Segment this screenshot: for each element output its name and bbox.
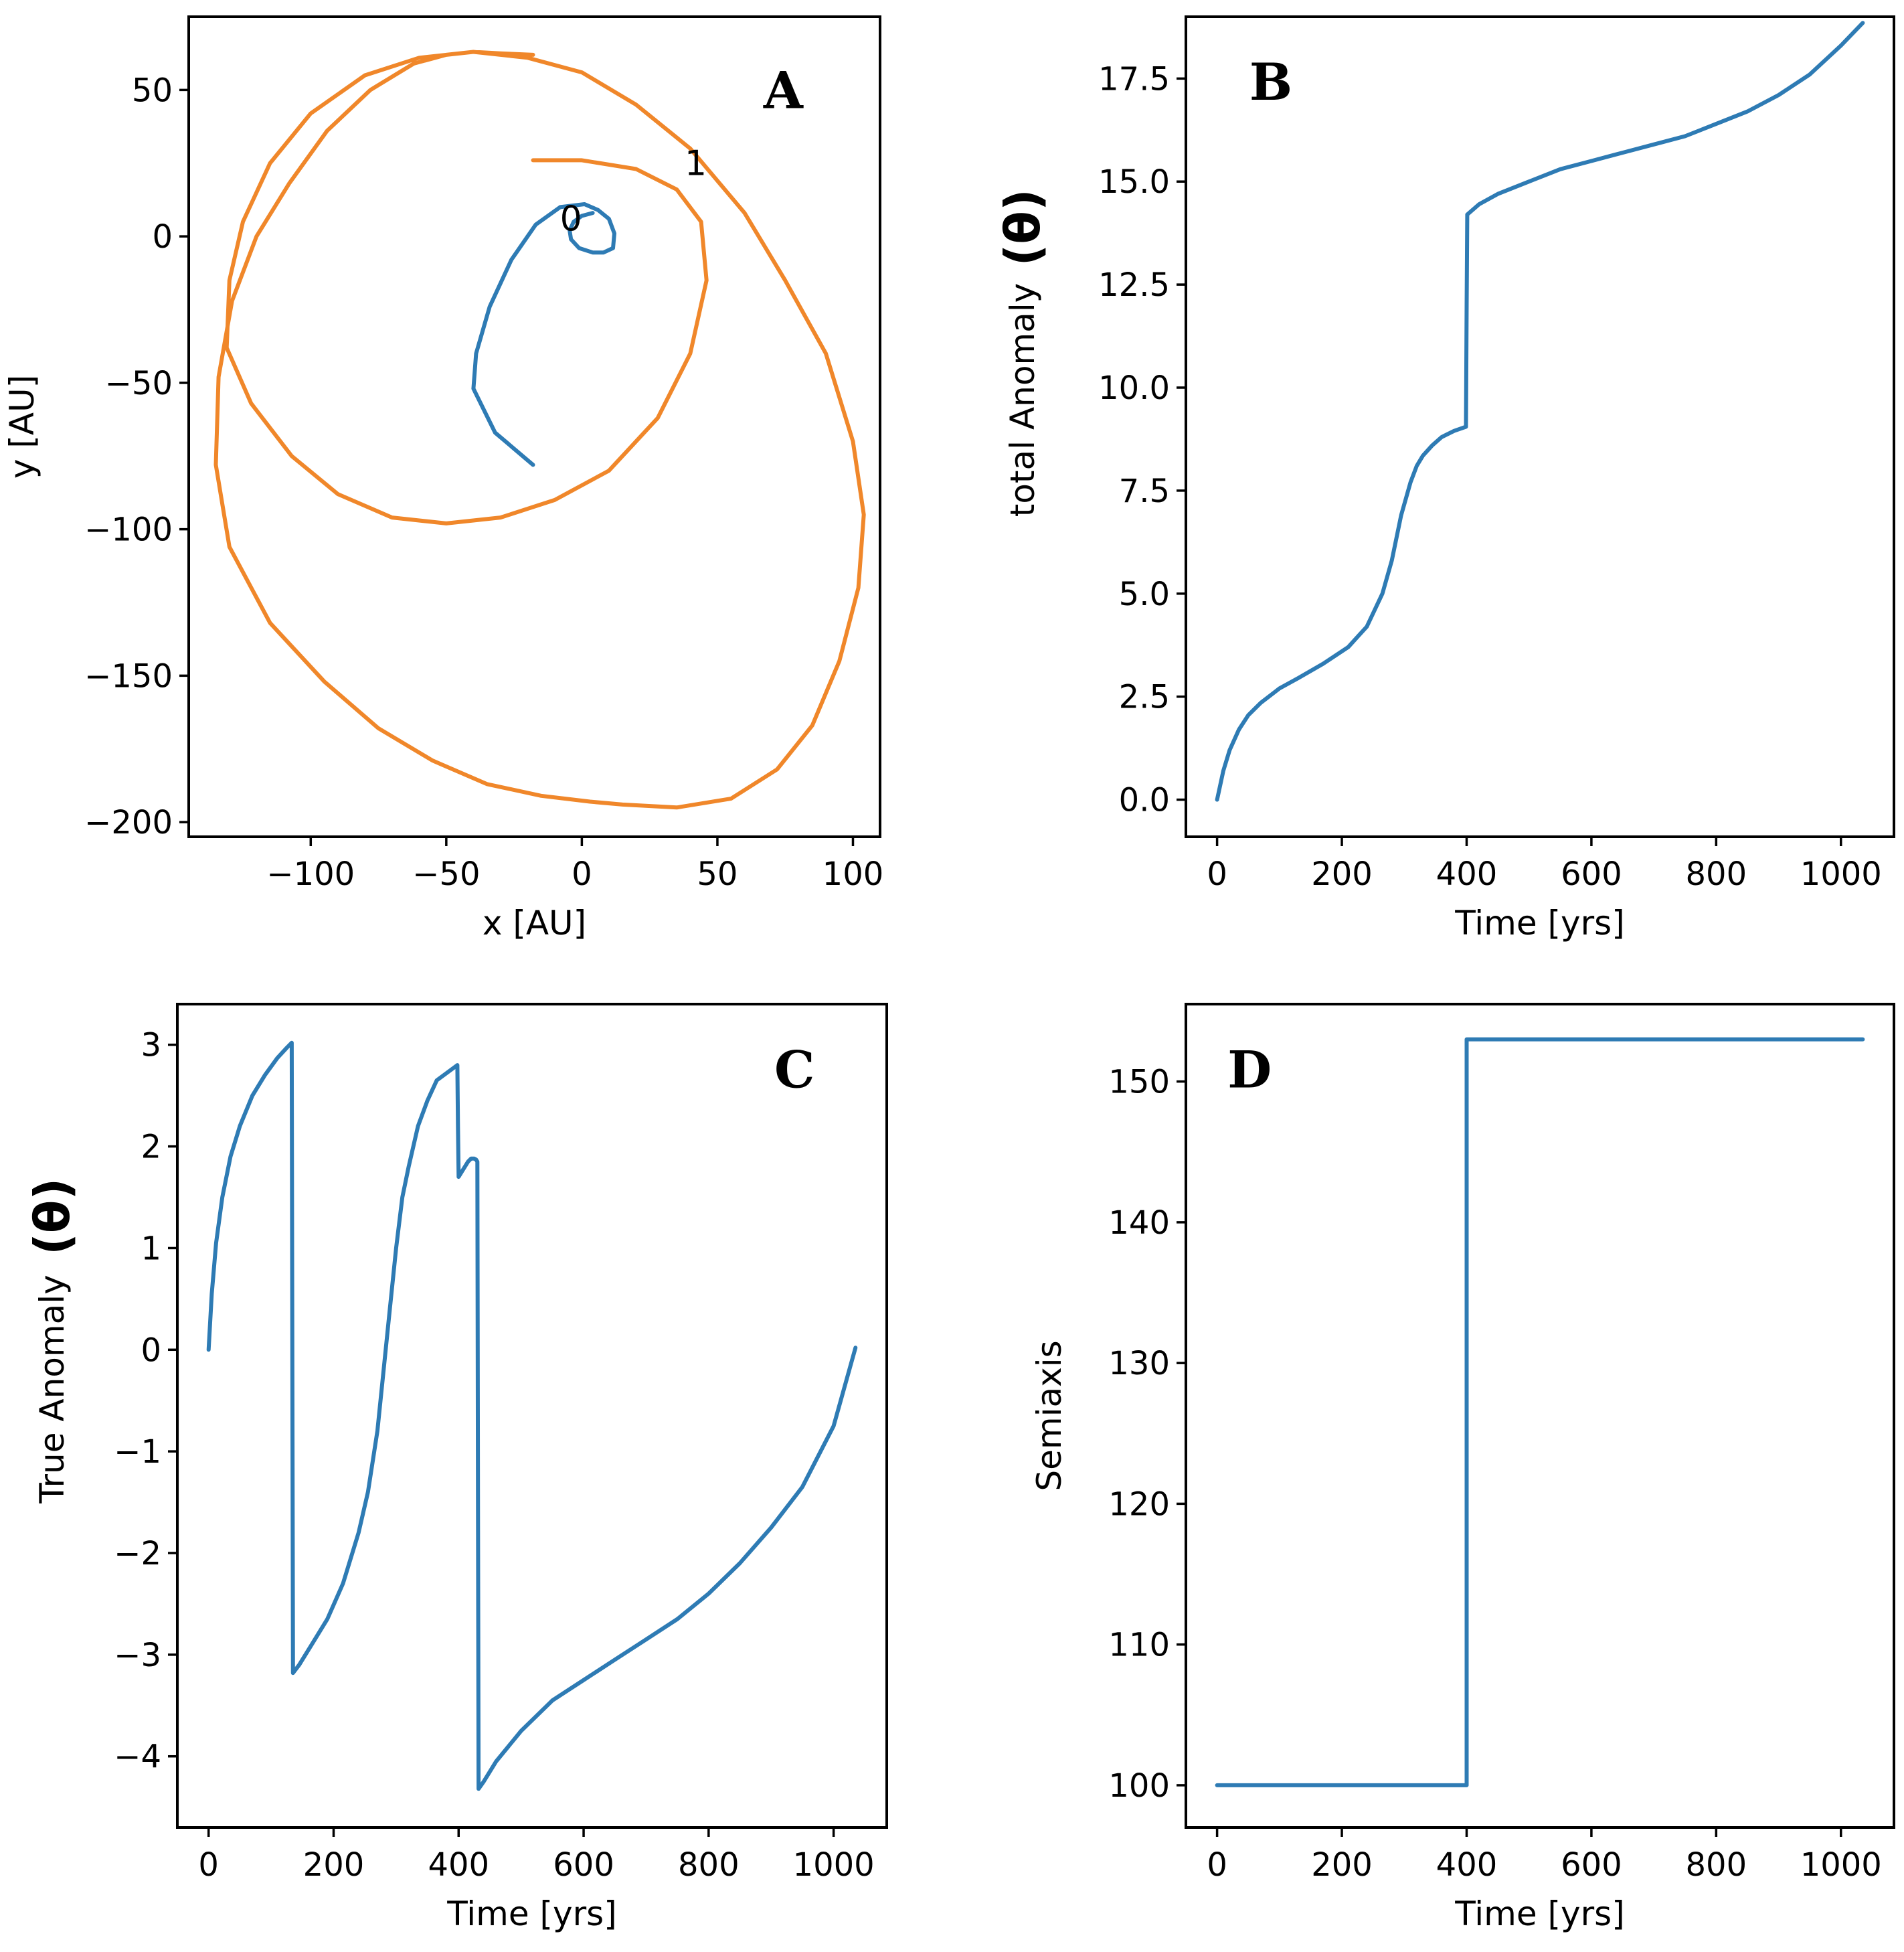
- x-tick-label: 800: [1686, 856, 1747, 893]
- y-tick-label: −100: [84, 511, 173, 549]
- x-tick-label: 600: [1561, 1846, 1622, 1884]
- panel-a: −100 −50 0 50 100 −200 −150 −100 −50 0 50 x [AU] y […: [3, 15, 884, 943]
- y-tick-label: 15.0: [1098, 163, 1170, 201]
- x-tick-label: −100: [266, 856, 355, 893]
- x-tick-label: 600: [1561, 856, 1622, 893]
- panel-b: 0 200 400 600 800 1000 0.0 2.5 5.0 7.5 10.0 12.5 15.…: [994, 15, 1895, 943]
- y-tick-label: 2: [141, 1129, 161, 1166]
- y-tick-label: −1: [114, 1433, 161, 1471]
- y-tick-label: 0.0: [1119, 782, 1170, 819]
- y-axis-label: Semiaxis: [1030, 1340, 1069, 1491]
- y-tick-label: 17.5: [1098, 60, 1170, 98]
- y-tick-label: 110: [1108, 1627, 1170, 1664]
- x-tick-label: −50: [412, 856, 480, 893]
- panel-c: 0 200 400 600 800 1000 −4 −3 −2 −1 0 1 2 3 Time [yrs] T…: [24, 1003, 888, 1933]
- x-tick-label: 600: [553, 1846, 614, 1884]
- x-tick-label: 400: [1436, 1846, 1498, 1884]
- point-annotation: 0: [560, 199, 582, 239]
- y-axis-symbol: (θ): [994, 189, 1051, 266]
- x-tick-label: 0: [1207, 856, 1227, 893]
- panel-letter: B: [1249, 52, 1292, 112]
- y-tick-label: 1: [141, 1230, 161, 1267]
- y-tick-label: −50: [105, 365, 173, 402]
- x-tick-label: 50: [697, 856, 738, 893]
- panel-d: 0 200 400 600 800 1000 100 110 120 130 140 150 Time …: [1030, 1003, 1895, 1933]
- plot-frame: [1185, 1003, 1895, 1829]
- series-line-orange: [213, 50, 866, 810]
- x-tick-label: 0: [198, 1846, 219, 1884]
- y-axis-symbol: (θ): [24, 1178, 80, 1255]
- y-tick-label: 120: [1108, 1485, 1170, 1523]
- x-axis-label: Time [yrs]: [446, 1894, 616, 1933]
- point-annotation: 1: [685, 143, 707, 183]
- y-tick-label: 0: [141, 1331, 161, 1369]
- y-tick-label: −200: [84, 804, 173, 841]
- series-line-blue: [1215, 1037, 1865, 1787]
- panel-letter: A: [763, 60, 804, 120]
- x-tick-label: 800: [678, 1846, 740, 1884]
- x-tick-label: 1000: [1800, 1846, 1882, 1884]
- y-tick-label: 2.5: [1119, 679, 1170, 716]
- y-tick-label: 130: [1108, 1345, 1170, 1382]
- x-tick-label: 200: [303, 1846, 365, 1884]
- y-tick-label: 3: [141, 1027, 161, 1064]
- x-tick-label: 0: [572, 856, 592, 893]
- y-tick-label: −150: [84, 657, 173, 695]
- plot-frame: [1185, 15, 1895, 838]
- x-tick-label: 1000: [1800, 856, 1882, 893]
- x-tick-label: 400: [428, 1846, 489, 1884]
- y-axis-label: True Anomaly: [33, 1275, 72, 1503]
- y-tick-label: −2: [114, 1535, 161, 1572]
- y-tick-label: 0: [152, 218, 173, 256]
- x-tick-label: 100: [823, 856, 884, 893]
- x-tick-label: 1000: [793, 1846, 875, 1884]
- y-tick-label: 150: [1108, 1064, 1170, 1101]
- y-tick-label: 140: [1108, 1204, 1170, 1242]
- series-line-blue: [206, 1040, 858, 1791]
- x-tick-label: 400: [1436, 856, 1498, 893]
- y-tick-label: 7.5: [1119, 473, 1170, 510]
- panel-letter: D: [1227, 1040, 1272, 1099]
- x-tick-label: 200: [1311, 856, 1373, 893]
- y-tick-label: 12.5: [1098, 266, 1170, 304]
- y-axis-label: y [AU]: [3, 375, 41, 479]
- y-tick-label: 100: [1108, 1767, 1170, 1805]
- series-line-blue: [1215, 21, 1865, 802]
- panel-letter: C: [774, 1040, 815, 1099]
- plot-frame: [187, 15, 881, 838]
- x-tick-label: 800: [1686, 1846, 1747, 1884]
- y-tick-label: 5.0: [1119, 576, 1170, 613]
- y-tick-label: 50: [132, 72, 173, 109]
- x-axis-label: Time [yrs]: [1454, 904, 1624, 943]
- x-tick-label: 200: [1311, 1846, 1373, 1884]
- x-tick-label: 0: [1207, 1846, 1227, 1884]
- x-axis-label: x [AU]: [483, 904, 586, 943]
- series-line-blue: [471, 202, 616, 467]
- y-tick-label: −3: [114, 1637, 161, 1674]
- plot-frame: [176, 1003, 888, 1829]
- y-tick-label: 10.0: [1098, 370, 1170, 407]
- y-axis-label: total Anomaly: [1003, 283, 1042, 517]
- y-tick-label: −4: [114, 1738, 161, 1776]
- x-axis-label: Time [yrs]: [1454, 1894, 1624, 1933]
